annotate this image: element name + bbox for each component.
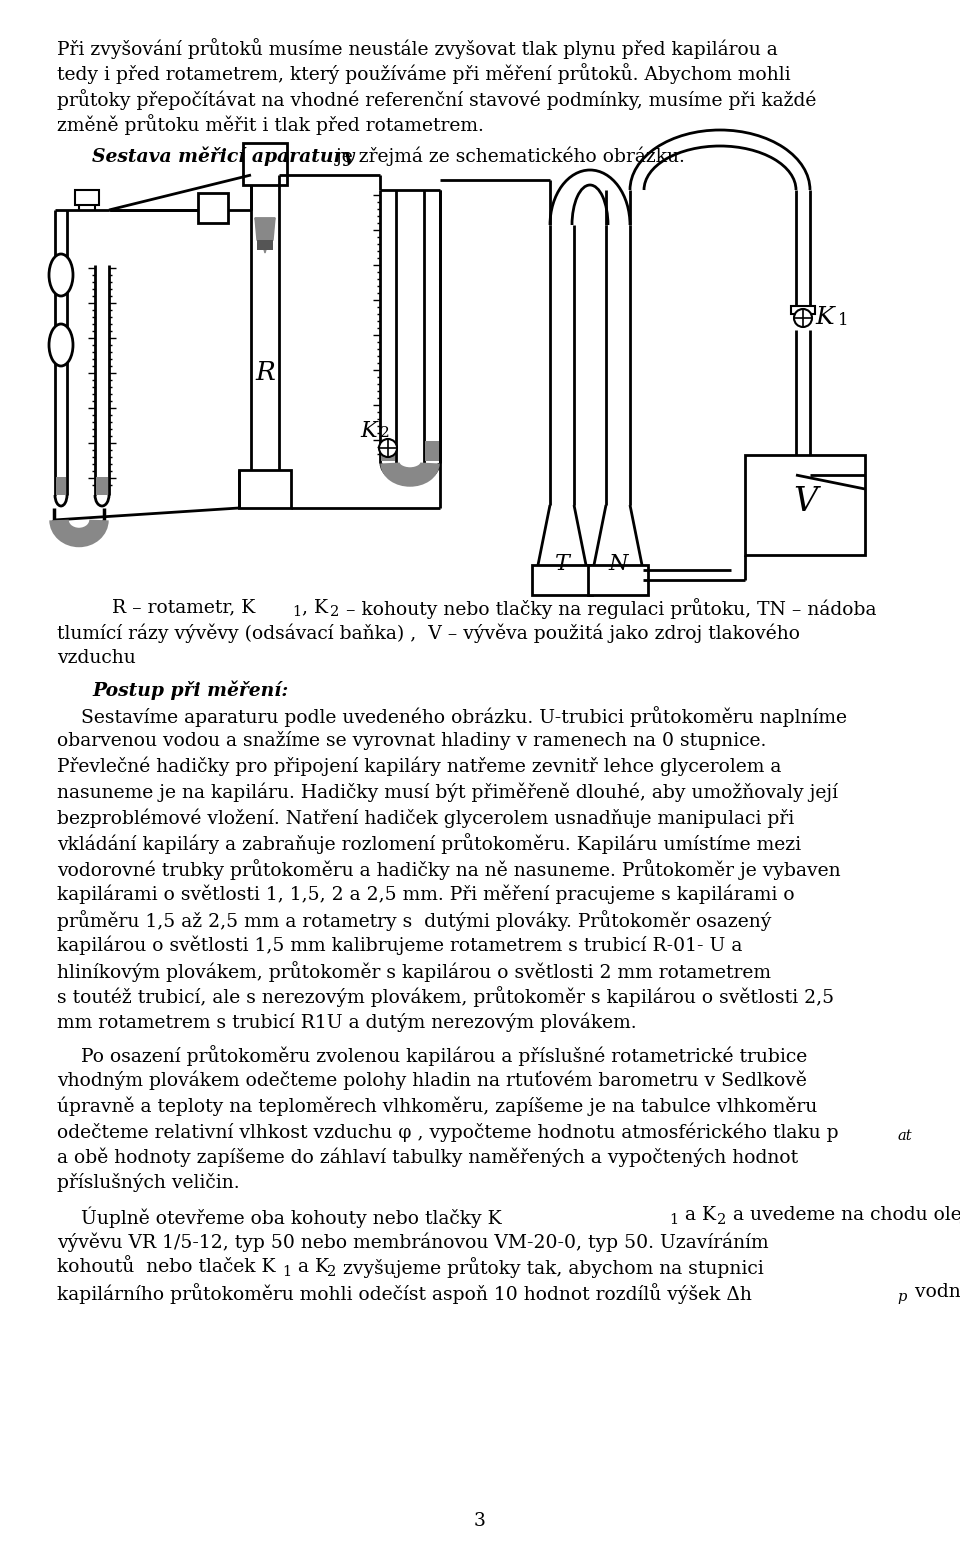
Text: kohoutů  nebo tlaček K: kohoutů nebo tlaček K <box>57 1258 276 1276</box>
Text: 1: 1 <box>292 606 301 620</box>
Text: R – rotametr, K: R – rotametr, K <box>112 598 255 616</box>
Text: průtoky přepočítávat na vhodné referenční stavové podmínky, musíme při každé: průtoky přepočítávat na vhodné referenčn… <box>57 90 816 110</box>
Bar <box>198 193 228 222</box>
Bar <box>96 477 108 494</box>
Text: obarvenou vodou a snažíme se vyrovnat hladiny v ramenech na 0 stupnice.: obarvenou vodou a snažíme se vyrovnat hl… <box>57 731 766 751</box>
Text: mm rotametrem s trubicí R1U a dutým nerezovým plovákem.: mm rotametrem s trubicí R1U a dutým nere… <box>57 1012 636 1032</box>
Bar <box>745 454 865 555</box>
Text: s toutéž trubicí, ale s nerezovým plovákem, průtokoměr s kapilárou o světlosti 2: s toutéž trubicí, ale s nerezovým plovák… <box>57 987 834 1007</box>
Text: nasuneme je na kapiláru. Hadičky musí být přiměřeně dlouhé, aby umožňovaly její: nasuneme je na kapiláru. Hadičky musí bý… <box>57 782 838 802</box>
Text: Sestava měřicí aparatury: Sestava měřicí aparatury <box>92 147 354 167</box>
Text: R: R <box>255 360 275 385</box>
Text: Převlečné hadičky pro připojení kapiláry natřeme zevnitř lehce glycerolem a: Převlečné hadičky pro připojení kapiláry… <box>57 757 781 777</box>
Bar <box>791 306 815 314</box>
Text: kapilárního průtokoměru mohli odečíst aspoň 10 hodnot rozdílů výšek Δh: kapilárního průtokoměru mohli odečíst as… <box>57 1282 752 1304</box>
Text: a K: a K <box>292 1258 329 1276</box>
Bar <box>588 565 648 595</box>
Text: příslušných veličin.: příslušných veličin. <box>57 1173 240 1193</box>
Text: , K: , K <box>302 598 328 616</box>
Bar <box>381 440 395 460</box>
Circle shape <box>794 309 812 328</box>
Text: vodorovné trubky průtokoměru a hadičky na ně nasuneme. Průtokoměr je vybaven: vodorovné trubky průtokoměru a hadičky n… <box>57 859 841 881</box>
Polygon shape <box>255 218 275 253</box>
Bar <box>425 440 439 460</box>
Text: 3: 3 <box>474 1513 486 1530</box>
Bar <box>239 470 291 508</box>
Text: a uvedeme na chodu olejovou: a uvedeme na chodu olejovou <box>727 1207 960 1225</box>
Text: hliníkovým plovákem, průtokoměr s kapilárou o světlosti 2 mm rotametrem: hliníkovým plovákem, průtokoměr s kapilá… <box>57 961 771 983</box>
Circle shape <box>379 439 397 457</box>
Text: Při zvyšování průtoků musíme neustále zvyšovat tlak plynu před kapilárou a: Při zvyšování průtoků musíme neustále zv… <box>57 39 778 59</box>
Text: K: K <box>360 420 376 442</box>
Text: tedy i před rotametrem, který používáme při měření průtoků. Abychom mohli: tedy i před rotametrem, který používáme … <box>57 63 791 85</box>
Text: vývěvu VR 1/5-12, typ 50 nebo membránovou VM-20-0, typ 50. Uzavíráním: vývěvu VR 1/5-12, typ 50 nebo membránovo… <box>57 1231 769 1251</box>
Text: Sestavíme aparaturu podle uvedeného obrázku. U-trubici průtokoměru naplníme: Sestavíme aparaturu podle uvedeného obrá… <box>57 706 847 728</box>
Text: tlumící rázy vývěvy (odsávací baňka) ,  V – vývěva použitá jako zdroj tlakového: tlumící rázy vývěvy (odsávací baňka) , V… <box>57 624 800 643</box>
Bar <box>75 190 99 205</box>
Text: vzduchu: vzduchu <box>57 649 135 667</box>
Text: zvyšujeme průtoky tak, abychom na stupnici: zvyšujeme průtoky tak, abychom na stupni… <box>337 1258 764 1278</box>
Bar <box>56 477 66 494</box>
Text: kapilárou o světlosti 1,5 mm kalibrujeme rotametrem s trubicí R-01- U a: kapilárou o světlosti 1,5 mm kalibrujeme… <box>57 936 742 955</box>
Text: vhodným plovákem odečteme polohy hladin na rtuťovém barometru v Sedlkově: vhodným plovákem odečteme polohy hladin … <box>57 1071 806 1091</box>
Text: 1: 1 <box>282 1264 291 1279</box>
Text: N: N <box>609 553 628 575</box>
Text: Po osazení průtokoměru zvolenou kapilárou a příslušné rotametrické trubice: Po osazení průtokoměru zvolenou kapiláro… <box>57 1046 807 1066</box>
Text: T: T <box>555 553 569 575</box>
Text: průměru 1,5 až 2,5 mm a rotametry s  dutými plováky. Průtokoměr osazený: průměru 1,5 až 2,5 mm a rotametry s dutý… <box>57 910 772 932</box>
Text: úpravně a teploty na teploměrech vlhkoměru, zapíšeme je na tabulce vlhkoměru: úpravně a teploty na teploměrech vlhkomě… <box>57 1097 817 1115</box>
Text: at: at <box>897 1129 912 1143</box>
Text: vkládání kapiláry a zabraňuje rozlomení průtokoměru. Kapiláru umístíme mezi: vkládání kapiláry a zabraňuje rozlomení … <box>57 833 802 854</box>
Text: – kohouty nebo tlačky na regulaci průtoku, TN – nádoba: – kohouty nebo tlačky na regulaci průtok… <box>340 598 876 620</box>
Text: bezproblémové vložení. Natření hadiček glycerolem usnadňuje manipulaci při: bezproblémové vložení. Natření hadiček g… <box>57 808 794 828</box>
Bar <box>532 565 592 595</box>
Text: změně průtoku měřit i tlak před rotametrem.: změně průtoku měřit i tlak před rotametr… <box>57 114 484 136</box>
Ellipse shape <box>49 253 73 297</box>
Text: 2: 2 <box>327 1264 336 1279</box>
Text: 2: 2 <box>717 1213 727 1227</box>
Text: odečteme relativní vlhkost vzduchu φ , vypočteme hodnotu atmosférického tlaku p: odečteme relativní vlhkost vzduchu φ , v… <box>57 1122 839 1142</box>
Text: je zřejmá ze schematického obrázku.: je zřejmá ze schematického obrázku. <box>330 147 684 167</box>
Text: K: K <box>815 306 833 329</box>
Text: Postup při měření:: Postup při měření: <box>92 680 288 700</box>
Text: vodních: vodních <box>909 1282 960 1301</box>
Bar <box>243 144 287 185</box>
Bar <box>257 239 273 250</box>
Text: 2: 2 <box>380 426 390 440</box>
Ellipse shape <box>49 324 73 366</box>
Text: kapilárami o světlosti 1, 1,5, 2 a 2,5 mm. Při měření pracujeme s kapilárami o: kapilárami o světlosti 1, 1,5, 2 a 2,5 m… <box>57 884 795 904</box>
Text: p: p <box>897 1290 906 1304</box>
Text: V: V <box>793 487 817 518</box>
Text: 1: 1 <box>669 1213 678 1227</box>
Text: a K: a K <box>679 1207 716 1225</box>
Polygon shape <box>255 218 275 239</box>
Text: 2: 2 <box>330 606 339 620</box>
Text: Úuplně otevřeme oba kohouty nebo tlačky K: Úuplně otevřeme oba kohouty nebo tlačky … <box>57 1207 502 1228</box>
Text: a obě hodnoty zapíšeme do záhlaví tabulky naměřených a vypočtených hodnot: a obě hodnoty zapíšeme do záhlaví tabulk… <box>57 1148 798 1166</box>
Text: 1: 1 <box>838 312 849 329</box>
